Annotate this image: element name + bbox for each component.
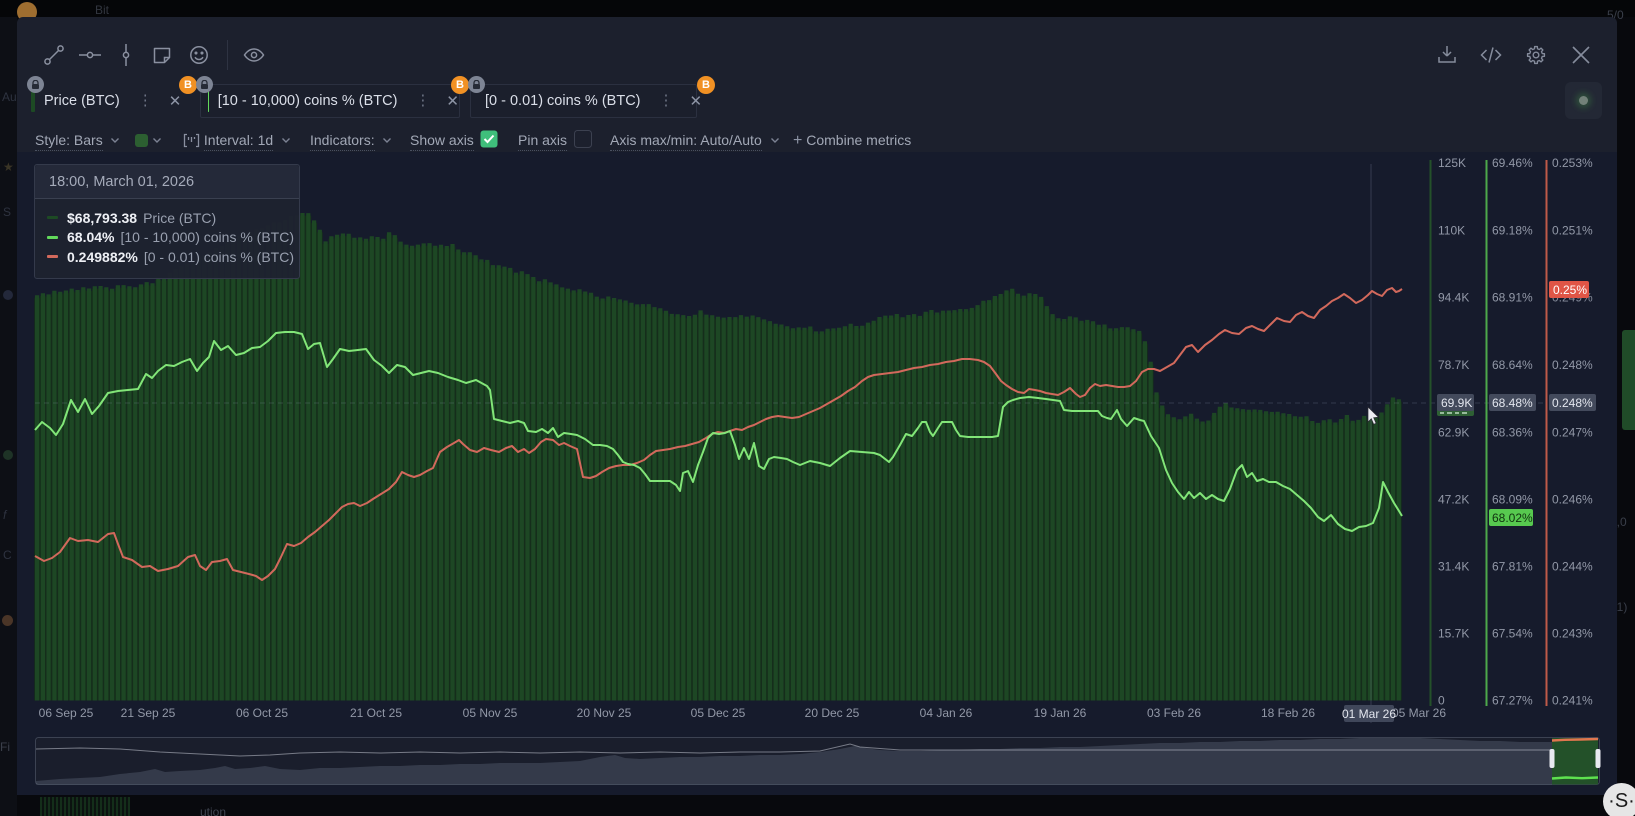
- svg-text:62.9K: 62.9K: [1438, 426, 1469, 440]
- svg-text:69.18%: 69.18%: [1492, 224, 1533, 238]
- svg-text:05 Dec 25: 05 Dec 25: [691, 706, 746, 720]
- svg-text:78.7K: 78.7K: [1438, 358, 1469, 372]
- svg-text:67.54%: 67.54%: [1492, 627, 1533, 641]
- svg-text:68.09%: 68.09%: [1492, 493, 1533, 507]
- svg-text:19 Jan 26: 19 Jan 26: [1034, 706, 1087, 720]
- svg-text:06 Sep 25: 06 Sep 25: [39, 706, 94, 720]
- svg-text:67.81%: 67.81%: [1492, 560, 1533, 574]
- svg-text:20 Dec 25: 20 Dec 25: [805, 706, 860, 720]
- svg-text:0.248%: 0.248%: [1552, 396, 1593, 410]
- svg-text:04 Jan 26: 04 Jan 26: [920, 706, 973, 720]
- svg-text:0.246%: 0.246%: [1552, 493, 1593, 507]
- svg-text:01 Mar 26: 01 Mar 26: [1342, 707, 1396, 721]
- svg-text:0.241%: 0.241%: [1552, 694, 1593, 708]
- svg-text:67.27%: 67.27%: [1492, 694, 1533, 708]
- svg-text:31.4K: 31.4K: [1438, 560, 1469, 574]
- svg-text:0.251%: 0.251%: [1552, 224, 1593, 238]
- svg-text:0: 0: [1438, 694, 1445, 708]
- svg-text:0.243%: 0.243%: [1552, 627, 1593, 641]
- svg-text:69.46%: 69.46%: [1492, 156, 1533, 170]
- svg-text:0.253%: 0.253%: [1552, 156, 1593, 170]
- svg-text:68.48%: 68.48%: [1492, 396, 1533, 410]
- svg-text:69.9K: 69.9K: [1441, 396, 1472, 410]
- svg-text:68.36%: 68.36%: [1492, 426, 1533, 440]
- svg-text:47.2K: 47.2K: [1438, 493, 1469, 507]
- svg-text:110K: 110K: [1438, 224, 1465, 238]
- svg-text:18 Feb 26: 18 Feb 26: [1261, 706, 1315, 720]
- svg-text:03 Feb 26: 03 Feb 26: [1147, 706, 1201, 720]
- svg-text:05 Nov 25: 05 Nov 25: [463, 706, 518, 720]
- svg-text:125K: 125K: [1438, 156, 1466, 170]
- svg-text:20 Nov 25: 20 Nov 25: [577, 706, 632, 720]
- svg-text:0.247%: 0.247%: [1552, 426, 1593, 440]
- svg-text:0.244%: 0.244%: [1552, 560, 1593, 574]
- svg-text:0.248%: 0.248%: [1552, 358, 1593, 372]
- svg-text:68.91%: 68.91%: [1492, 291, 1533, 305]
- svg-text:21 Sep 25: 21 Sep 25: [121, 706, 176, 720]
- svg-text:68.64%: 68.64%: [1492, 358, 1533, 372]
- svg-text:06 Oct 25: 06 Oct 25: [236, 706, 288, 720]
- svg-text:68.02%: 68.02%: [1492, 511, 1533, 525]
- svg-text:21 Oct 25: 21 Oct 25: [350, 706, 402, 720]
- svg-text:94.4K: 94.4K: [1438, 291, 1469, 305]
- svg-text:05 Mar 26: 05 Mar 26: [1392, 706, 1446, 720]
- svg-text:15.7K: 15.7K: [1438, 627, 1469, 641]
- svg-text:0.25%: 0.25%: [1553, 283, 1587, 297]
